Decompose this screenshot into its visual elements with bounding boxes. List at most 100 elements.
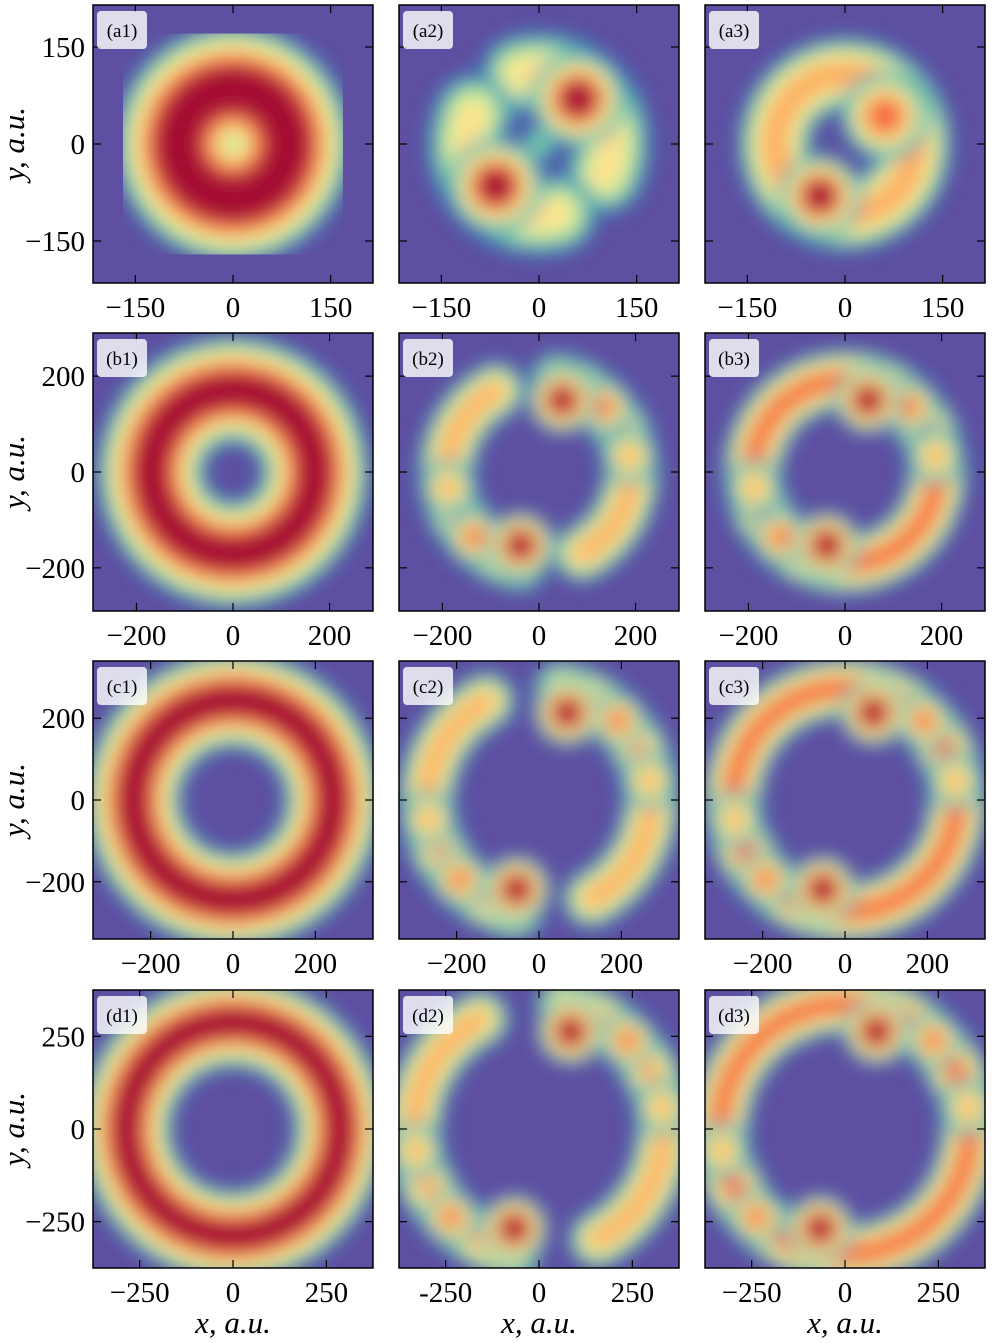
x-axis-label: x, a.u.: [500, 1305, 577, 1340]
x-tick-label: 250: [611, 1277, 655, 1309]
density-map: [721, 349, 968, 595]
y-tick-label: −150: [25, 226, 85, 258]
density-peak: [562, 83, 594, 115]
density-peak: [639, 770, 660, 791]
panel-label: (d1): [106, 1006, 138, 1027]
x-tick-label: 0: [226, 948, 241, 980]
panel-label: (d2): [412, 1006, 444, 1027]
panel: [705, 661, 985, 939]
y-tick-label: −250: [25, 1207, 85, 1239]
panel: [399, 661, 679, 939]
density-peak: [724, 809, 745, 830]
x-tick-label: 150: [309, 292, 353, 324]
density-peak: [502, 1216, 527, 1241]
panel-label-box: [709, 996, 759, 1034]
panel-label-box: [97, 996, 147, 1034]
x-tick-label: 0: [226, 1277, 241, 1309]
panel: [93, 990, 373, 1268]
panel: [399, 5, 679, 283]
density-peak: [550, 388, 575, 413]
x-tick-label: 0: [838, 292, 853, 324]
panel-label: (b1): [106, 349, 138, 370]
density-peak: [867, 98, 903, 134]
x-tick-label: −150: [105, 292, 165, 324]
x-tick-label: 200: [600, 948, 644, 980]
panel-label-box: [97, 667, 147, 705]
panel-label: (d3): [718, 1006, 750, 1027]
density-peak: [508, 533, 533, 558]
density-peak: [914, 710, 935, 731]
panel-label-box: [709, 667, 759, 705]
density-map: [399, 661, 679, 939]
density-map: [427, 32, 651, 256]
x-tick-label: 0: [226, 292, 241, 324]
density-peak: [945, 770, 966, 791]
density-peak: [861, 700, 886, 725]
density-peak: [440, 1207, 461, 1228]
x-tick-label: 200: [614, 620, 658, 652]
y-tick-label: 0: [71, 457, 86, 489]
density-map: [95, 335, 370, 609]
panel-label-box: [709, 339, 759, 377]
y-tick-label: −200: [25, 553, 85, 585]
panel-label-box: [709, 11, 759, 49]
y-tick-label: 0: [71, 1114, 86, 1146]
density-band: [135, 375, 330, 569]
x-tick-label: −150: [411, 292, 471, 324]
x-tick-label: 200: [294, 948, 338, 980]
density-peak: [923, 1030, 944, 1051]
x-tick-label: 250: [305, 1277, 349, 1309]
density-peak: [711, 1140, 732, 1161]
density-peak: [463, 527, 484, 548]
panel-label: (c3): [719, 677, 750, 698]
panel-label-box: [403, 339, 453, 377]
density-peak: [810, 877, 835, 902]
y-axis-label: y, a.u.: [0, 763, 31, 840]
density-peak: [864, 1019, 889, 1044]
density-peak: [418, 809, 439, 830]
density-peak: [806, 182, 834, 210]
x-tick-label: −200: [427, 948, 487, 980]
x-tick-label: -250: [419, 1277, 472, 1309]
x-axis-label: x, a.u.: [194, 1305, 271, 1340]
y-tick-label: 200: [42, 703, 86, 735]
panel-label-box: [403, 11, 453, 49]
density-peak: [438, 477, 459, 498]
y-axis-label: y, a.u.: [0, 435, 31, 512]
panel-label-box: [403, 996, 453, 1034]
density-peak: [449, 869, 470, 890]
density-peak: [746, 1207, 767, 1228]
x-tick-label: 0: [532, 1277, 547, 1309]
panel: [93, 5, 373, 283]
panel-label: (a2): [413, 21, 444, 42]
panel: [93, 661, 373, 939]
y-tick-label: 150: [42, 32, 86, 64]
y-tick-label: 0: [71, 785, 86, 817]
x-tick-label: 150: [921, 292, 965, 324]
density-peak: [744, 477, 765, 498]
density-map: [705, 661, 985, 939]
x-tick-label: 250: [917, 1277, 961, 1309]
density-band: [156, 68, 309, 220]
panel-label: (a1): [107, 21, 138, 42]
density-peak: [405, 1140, 426, 1161]
density-map: [93, 661, 373, 939]
panel: [399, 990, 679, 1268]
density-map: [93, 990, 373, 1268]
density-peak: [814, 533, 839, 558]
x-tick-label: −200: [121, 948, 181, 980]
y-tick-label: −200: [25, 867, 85, 899]
x-tick-label: 0: [226, 620, 241, 652]
panel-label: (b3): [718, 349, 750, 370]
density-map: [399, 990, 679, 1268]
density-peak: [925, 446, 946, 467]
x-tick-label: 0: [532, 292, 547, 324]
panel: [705, 333, 985, 611]
panel-label-box: [403, 667, 453, 705]
density-peak: [958, 1097, 979, 1118]
density-peak: [900, 396, 921, 417]
panel: [705, 5, 985, 283]
panel-label: (b2): [412, 349, 444, 370]
x-tick-label: −250: [110, 1277, 170, 1309]
density-peak: [480, 170, 512, 202]
